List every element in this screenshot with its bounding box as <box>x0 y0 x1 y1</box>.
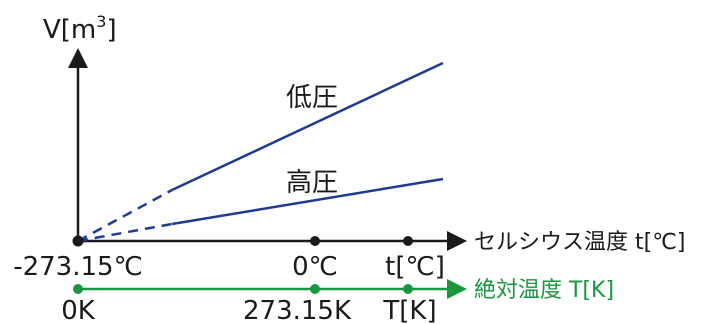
kelvin-273-dot <box>310 284 320 294</box>
celsius-t-dot <box>403 236 413 246</box>
celsius-zero-dot <box>310 236 320 246</box>
kelvin-tick-T: T[K] <box>382 296 436 324</box>
kelvin-tick-273: 273.15K <box>243 296 352 324</box>
low-pressure-line-extrapolated <box>77 188 173 243</box>
low-pressure-label: 低圧 <box>286 83 338 113</box>
y-axis-label-sup: 3 <box>96 12 106 31</box>
celsius-tick-zero: 0℃ <box>292 252 338 282</box>
celsius-tick-absolute-zero: -273.15℃ <box>13 252 143 282</box>
celsius-axis-label: セルシウス温度 t[℃] <box>474 230 686 255</box>
kelvin-tick-zero: 0K <box>61 296 96 324</box>
kelvin-origin-dot <box>73 284 83 294</box>
y-axis-label: V[m3] <box>43 12 117 45</box>
celsius-tick-t: t[℃] <box>385 252 445 282</box>
high-pressure-line <box>171 177 444 226</box>
y-axis-label-main: V[m <box>43 15 96 45</box>
kelvin-axis-label: 絶対温度 T[K] <box>474 278 614 303</box>
high-pressure-label: 高圧 <box>286 168 338 198</box>
y-axis-label-end: ] <box>106 15 116 45</box>
high-pressure-line-extrapolated <box>77 222 173 243</box>
kelvin-T-dot <box>403 284 413 294</box>
celsius-origin-dot <box>72 235 84 247</box>
low-pressure-line <box>171 61 444 192</box>
